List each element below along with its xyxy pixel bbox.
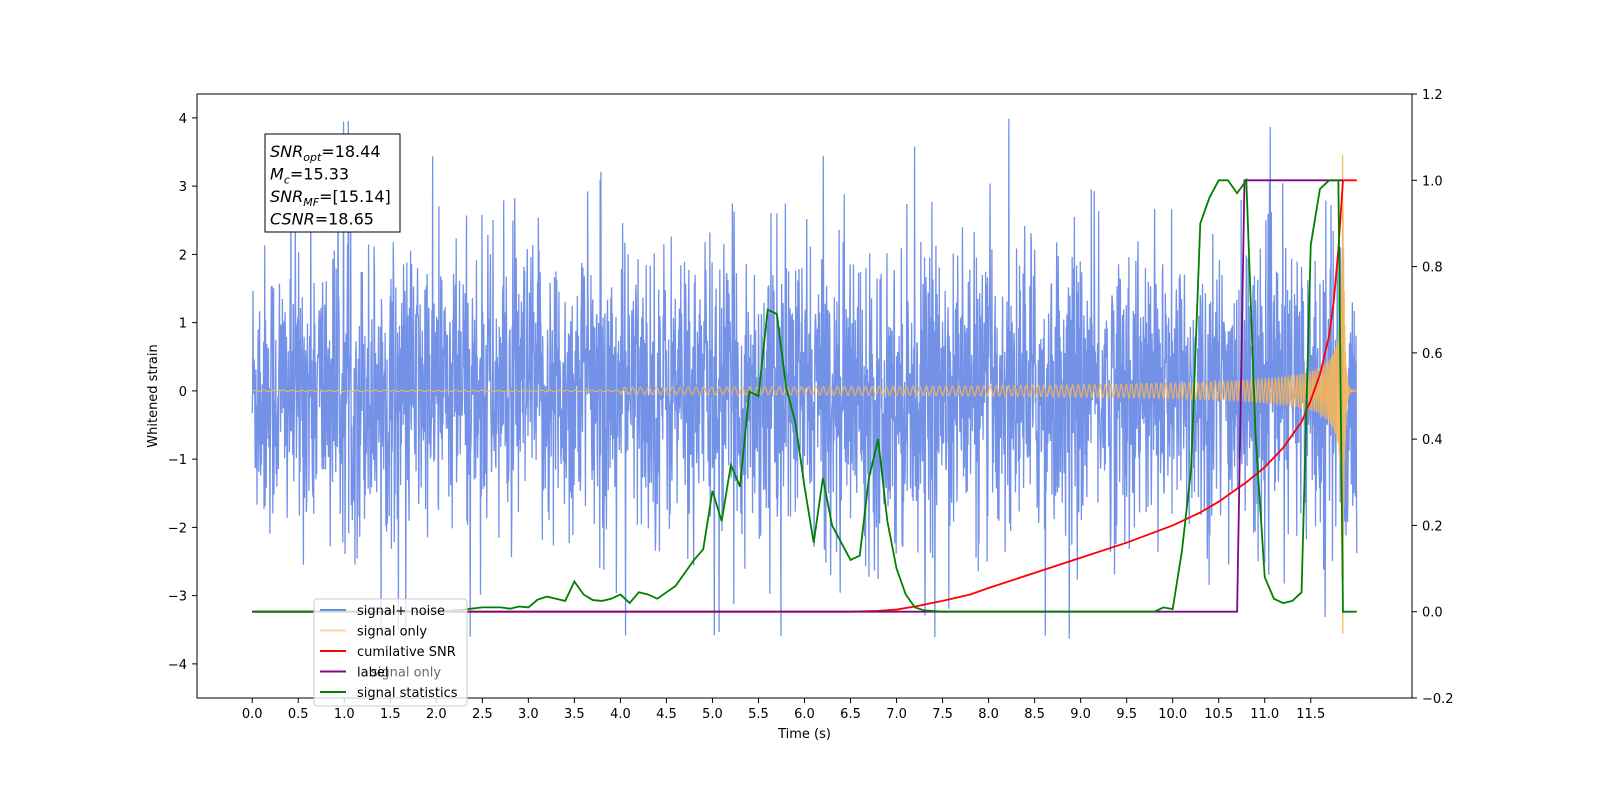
y2-tick-label: 1.0 [1422, 174, 1443, 189]
legend-label: signal+ noise [357, 604, 445, 619]
annotation-line: CSNR=18.65 [270, 210, 374, 229]
x-tick-label: 10.5 [1204, 707, 1233, 722]
x-tick-label: 11.0 [1250, 707, 1279, 722]
snr-annotation-box: SNRopt=18.44Mc=15.33SNRMF=[15.14]CSNR=18… [264, 133, 401, 233]
y2-tick-label: −0.2 [1422, 692, 1454, 707]
annotation-line: SNRopt=18.44 [270, 142, 381, 164]
annotation-box [264, 133, 401, 233]
x-axis-label: Time (s) [777, 727, 831, 742]
x-tick-label: 8.5 [1024, 707, 1045, 722]
y-tick-label: 4 [179, 112, 187, 127]
y2-tick-label: 0.8 [1422, 261, 1443, 276]
x-tick-label: 1.0 [334, 707, 355, 722]
x-tick-label: 5.0 [702, 707, 723, 722]
noise-series [251, 118, 1358, 639]
x-tick-label: 3.0 [518, 707, 539, 722]
y-tick-label: 3 [179, 180, 187, 195]
x-tick-label: 4.5 [656, 707, 677, 722]
x-tick-label: 10.0 [1158, 707, 1187, 722]
signal-only-series [252, 154, 1357, 634]
legend-box [313, 598, 468, 707]
y2-tick-label: 0.0 [1422, 606, 1443, 621]
series-line-signal-noise [251, 118, 1358, 639]
x-tick-label: 1.5 [380, 707, 401, 722]
y-tick-label: −4 [168, 658, 187, 673]
x-tick-label: 2.0 [426, 707, 447, 722]
x-tick-label: 8.0 [978, 707, 999, 722]
y-tick-label: −2 [168, 521, 187, 536]
x-tick-label: 9.0 [1070, 707, 1091, 722]
legend-label: signal statistics [357, 686, 458, 701]
legend: signal+ noise signal only cumilative SNR la… [313, 598, 468, 707]
x-tick-label: 6.0 [794, 707, 815, 722]
y2-tick-label: 0.6 [1422, 347, 1443, 362]
series-line-label [252, 179, 1343, 613]
y2-tick-label: 1.2 [1422, 88, 1443, 103]
y-tick-label: 2 [179, 248, 187, 263]
x-tick-label: 0.0 [242, 707, 263, 722]
y-axis-left: 4 3 2 1 0 −1 −2 −3 −4 [168, 112, 197, 673]
x-axis: 0.0 0.5 1.0 1.5 2.0 2.5 3.0 3.5 4.0 4.5 5.0 5.5 6.0 6… [242, 698, 1325, 722]
right-axis-series [252, 177, 1357, 613]
legend-label: signal only [357, 625, 427, 640]
x-tick-label: 9.5 [1116, 707, 1137, 722]
series-line-signal-statistics [252, 177, 1357, 613]
x-tick-label: 7.0 [886, 707, 907, 722]
legend-label: label [357, 666, 388, 681]
x-tick-label: 4.0 [610, 707, 631, 722]
x-tick-label: 11.5 [1296, 707, 1325, 722]
y-tick-label: 1 [179, 317, 187, 332]
x-tick-label: 5.5 [748, 707, 769, 722]
annotation-line: SNRMF=[15.14] [270, 187, 391, 209]
x-tick-label: 3.5 [564, 707, 585, 722]
y-axis-right: 1.2 1.0 0.8 0.6 0.4 0.2 0.0 −0.2 [1412, 88, 1454, 707]
legend-label: cumilative SNR [357, 645, 456, 660]
y2-tick-label: 0.4 [1422, 433, 1443, 448]
series-line-signal-only [252, 154, 1357, 634]
y2-tick-label: 0.2 [1422, 519, 1443, 534]
x-tick-label: 6.5 [840, 707, 861, 722]
y-axis-label: Whitened strain [146, 344, 161, 447]
series-line-cumilative-snr [252, 179, 1357, 613]
x-tick-label: 0.5 [288, 707, 309, 722]
y-tick-label: −3 [168, 590, 187, 605]
x-tick-label: 7.5 [932, 707, 953, 722]
x-tick-label: 2.5 [472, 707, 493, 722]
y-tick-label: −1 [168, 453, 187, 468]
y-tick-label: 0 [179, 385, 187, 400]
legend-ghost-label: signal only [371, 666, 441, 681]
annotation-line: Mc=15.33 [270, 165, 349, 187]
